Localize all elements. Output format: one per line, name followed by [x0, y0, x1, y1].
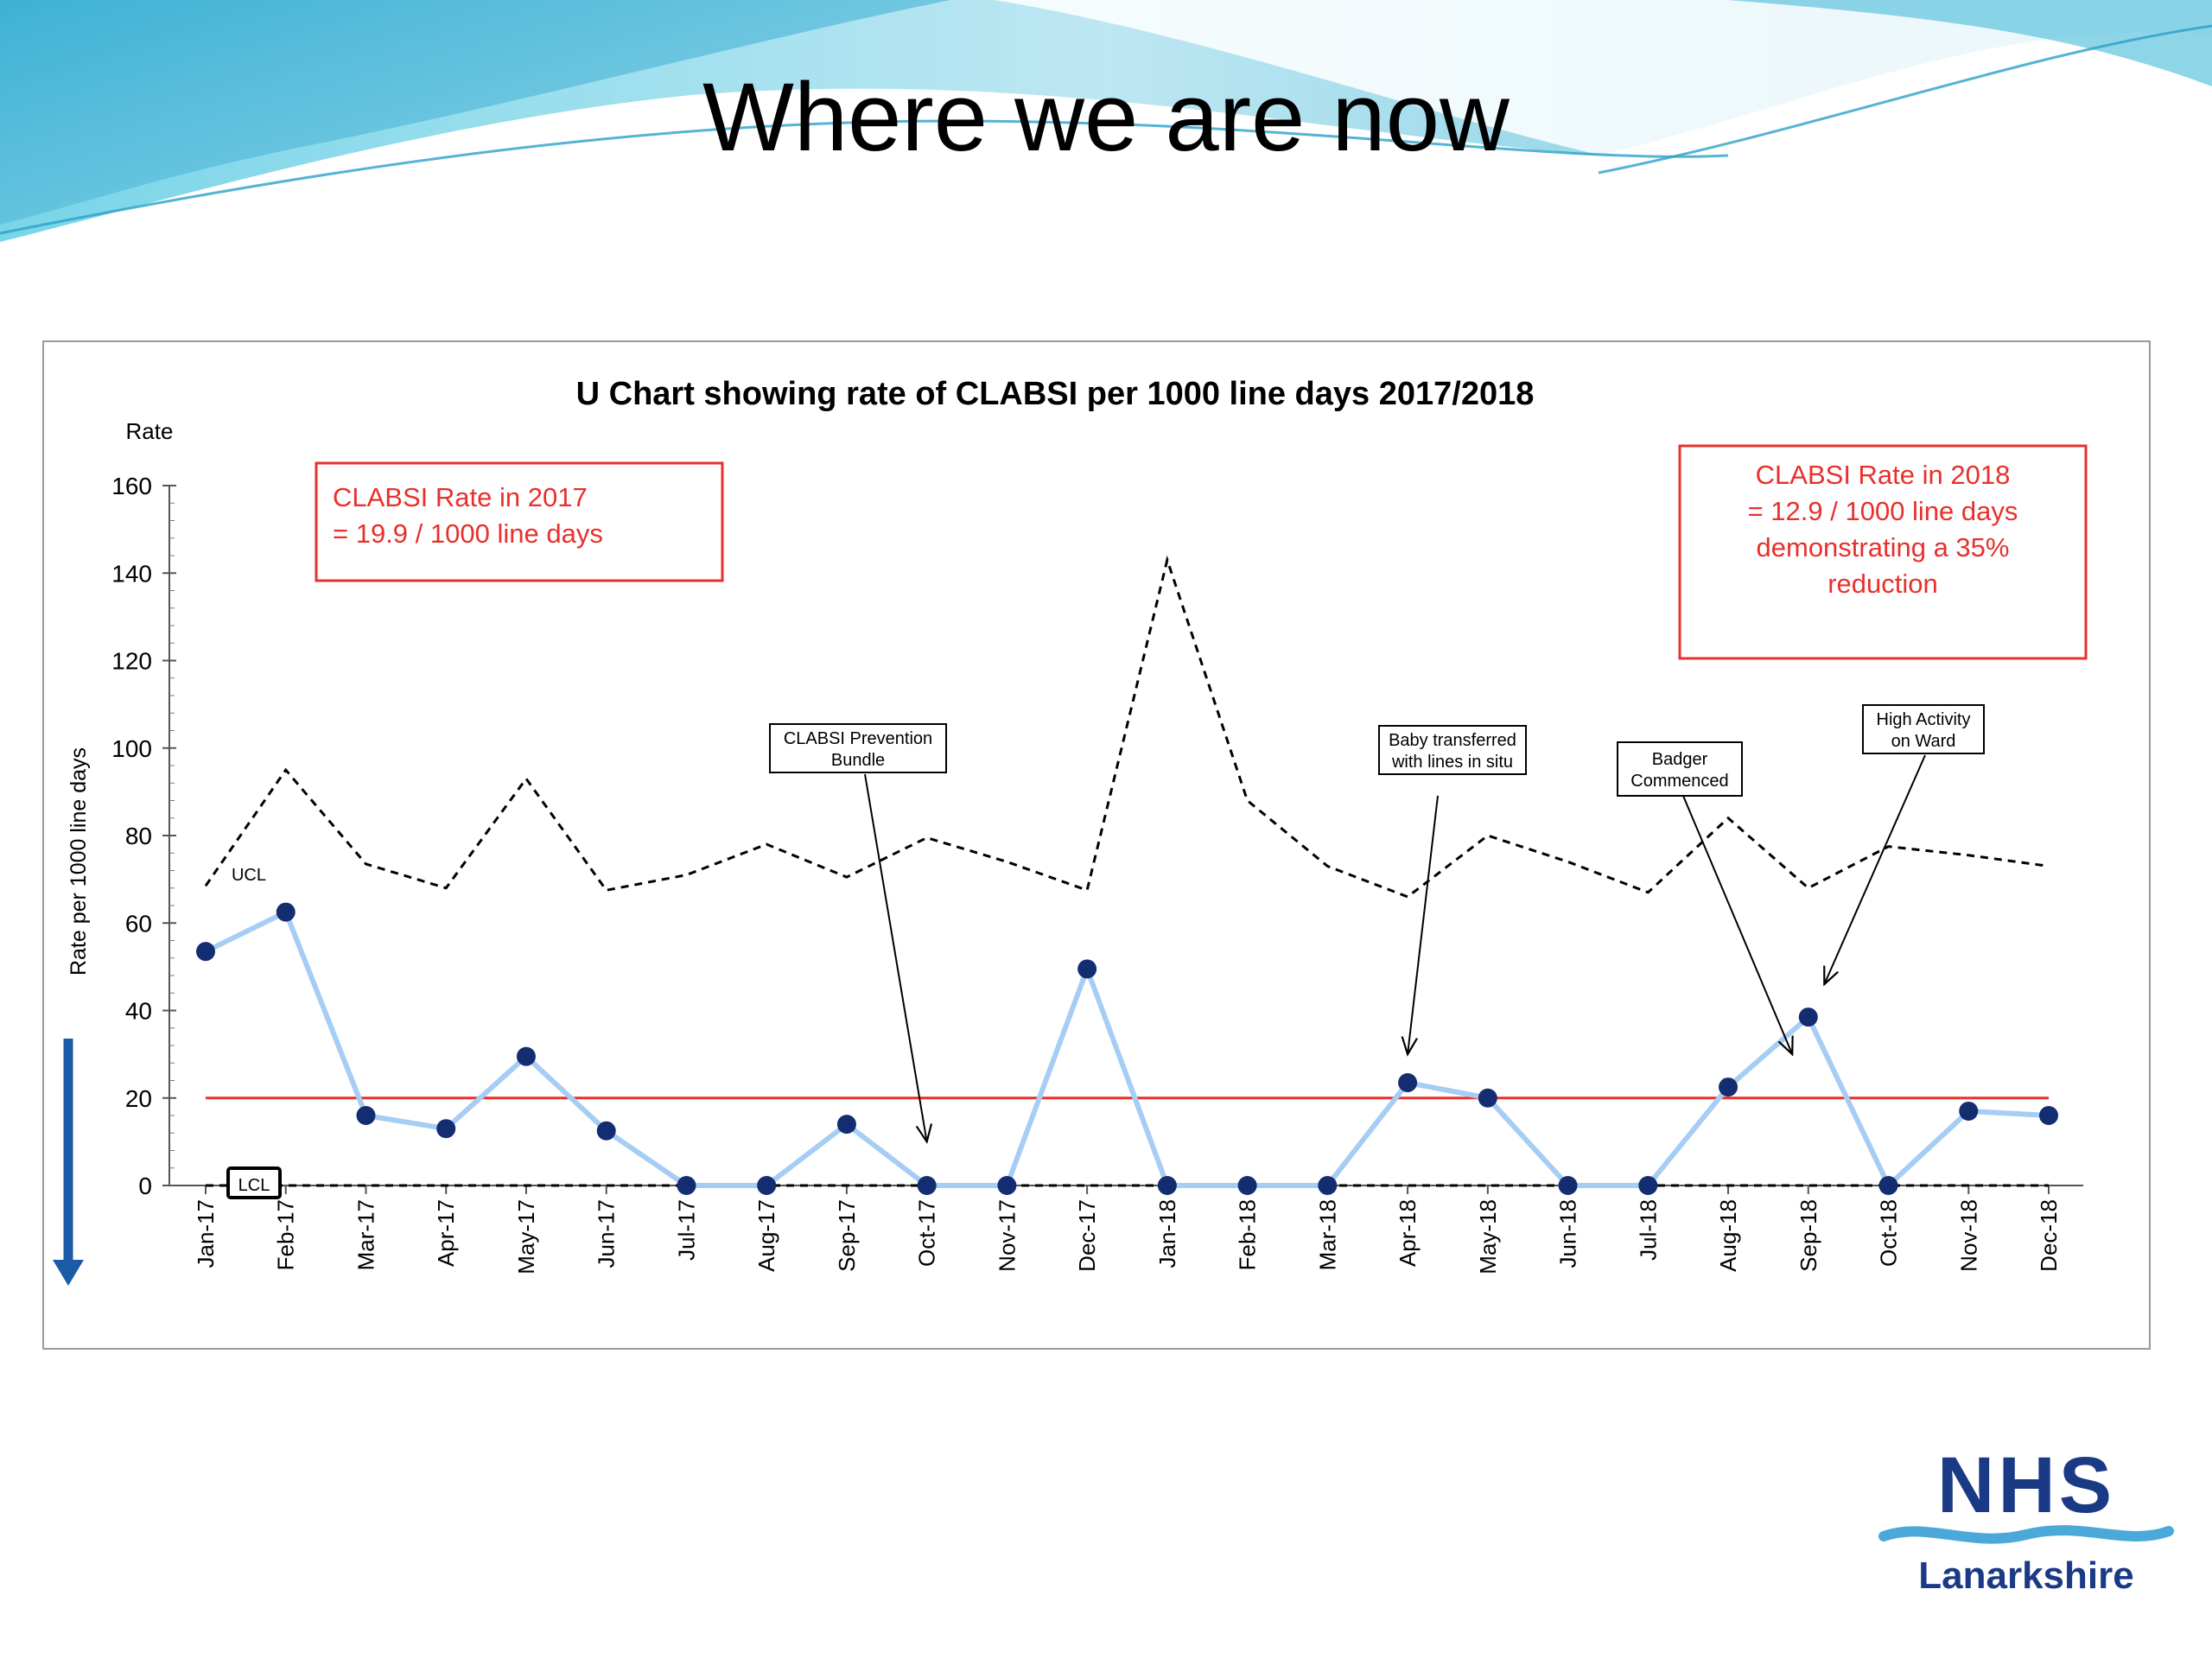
- rate-point: [1478, 1088, 1497, 1108]
- annotation-box: [769, 723, 947, 773]
- y-tick-label: 60: [125, 910, 152, 937]
- chart-title: U Chart showing rate of CLABSI per 1000 …: [576, 376, 1535, 412]
- y-tick-label: 20: [125, 1085, 152, 1112]
- annotation-text: Baby transferred: [1389, 731, 1516, 750]
- annotation-arrow: [1408, 795, 1439, 1054]
- rate-point: [997, 1176, 1017, 1195]
- x-tick-label: Jun-18: [1555, 1199, 1581, 1268]
- x-tick-label: Dec-17: [1074, 1199, 1100, 1272]
- chart-frame: U Chart showing rate of CLABSI per 1000 …: [42, 340, 2151, 1350]
- rate-point: [1719, 1077, 1738, 1097]
- y-tick-label: 80: [125, 823, 152, 849]
- y-tick-label: 0: [138, 1173, 152, 1199]
- annotation-text: High Activity: [1877, 710, 1971, 729]
- x-tick-label: Aug-17: [753, 1199, 779, 1272]
- rate-point: [2039, 1106, 2058, 1125]
- x-tick-label: Jan-18: [1154, 1199, 1180, 1268]
- u-chart: U Chart showing rate of CLABSI per 1000 …: [53, 376, 2088, 1286]
- rate-point: [1878, 1176, 1898, 1195]
- annotation-text: Commenced: [1630, 772, 1728, 791]
- trend-arrow-head: [53, 1260, 84, 1286]
- rate-point: [1959, 1101, 1979, 1121]
- lcl-label-box: [226, 1166, 282, 1199]
- x-tick-label: Mar-18: [1314, 1199, 1340, 1270]
- nhs-lanarkshire-logo: NHS Lanarkshire: [1878, 1441, 2174, 1597]
- annotation-arrow: [1824, 754, 1926, 984]
- info-box: [315, 461, 724, 582]
- rate-point: [1157, 1176, 1177, 1195]
- rate-point: [356, 1106, 376, 1125]
- rate-point: [436, 1119, 456, 1139]
- rate-point: [1077, 959, 1097, 979]
- info-box-text: CLABSI Rate in 2017: [333, 482, 588, 512]
- x-tick-label: Apr-18: [1395, 1199, 1421, 1267]
- logo-lanarkshire-text: Lanarkshire: [1918, 1554, 2133, 1597]
- rate-point: [1638, 1176, 1658, 1195]
- y-tick-label: 120: [111, 648, 152, 675]
- slide-title: Where we are now: [702, 63, 1510, 171]
- info-box-text: demonstrating a 35%: [1757, 532, 2010, 563]
- rate-point: [836, 1115, 856, 1135]
- y-axis-label: Rate per 1000 line days: [67, 747, 91, 976]
- rate-point: [276, 902, 296, 922]
- x-tick-label: Sep-17: [834, 1199, 860, 1272]
- annotation-arrow: [864, 773, 927, 1141]
- info-box-text: = 19.9 / 1000 line days: [333, 518, 603, 549]
- x-tick-label: Nov-17: [994, 1199, 1020, 1272]
- x-tick-label: Sep-18: [1796, 1199, 1821, 1272]
- x-tick-label: Jun-17: [594, 1199, 620, 1268]
- x-tick-label: Feb-18: [1235, 1199, 1261, 1270]
- series-rate-line: [204, 909, 2050, 1188]
- rate-point: [1237, 1176, 1257, 1195]
- x-tick-label: Oct-18: [1876, 1199, 1902, 1267]
- rate-point: [1318, 1176, 1338, 1195]
- x-tick-label: Oct-17: [914, 1199, 940, 1267]
- y-tick-label: 140: [111, 560, 152, 587]
- x-tick-label: Feb-17: [273, 1199, 299, 1270]
- annotation-text: CLABSI Prevention: [784, 729, 932, 748]
- x-tick-label: Apr-17: [433, 1199, 459, 1267]
- annotation-text: Badger: [1652, 750, 1708, 769]
- rate-point: [596, 1121, 616, 1141]
- x-tick-label: Jul-18: [1635, 1199, 1661, 1261]
- ucl-label: UCL: [232, 866, 266, 885]
- x-tick-label: Jan-17: [193, 1199, 219, 1268]
- annotation-text: with lines in situ: [1391, 753, 1513, 772]
- lcl-label: LCL: [238, 1176, 270, 1195]
- series-ucl-line: [204, 555, 2050, 899]
- y-tick-label: 160: [111, 473, 152, 499]
- x-tick-label: Nov-18: [1955, 1199, 1981, 1272]
- rate-point: [917, 1176, 937, 1195]
- annotation-box: [1617, 741, 1743, 797]
- rate-point: [1798, 1007, 1818, 1027]
- info-box-text: = 12.9 / 1000 line days: [1748, 496, 2018, 526]
- x-tick-label: Dec-18: [2036, 1199, 2062, 1272]
- annotation-arrow: [1682, 795, 1792, 1054]
- info-box-text: CLABSI Rate in 2018: [1756, 460, 2011, 490]
- y-axis-top-label: Rate: [126, 418, 174, 444]
- x-tick-label: Jul-17: [673, 1199, 699, 1261]
- x-tick-label: May-17: [513, 1199, 539, 1274]
- rate-point: [196, 942, 215, 962]
- y-tick-label: 100: [111, 735, 152, 762]
- annotation-text: on Ward: [1891, 732, 1956, 751]
- info-box: [1678, 444, 2088, 660]
- rate-point: [1398, 1073, 1418, 1093]
- x-tick-label: Aug-18: [1715, 1199, 1741, 1272]
- annotation-box: [1862, 704, 1985, 754]
- annotation-text: Bundle: [831, 751, 885, 770]
- x-tick-label: May-18: [1475, 1199, 1501, 1274]
- annotation-box: [1378, 725, 1527, 775]
- rate-point: [757, 1176, 777, 1195]
- logo-nhs-text: NHS: [1937, 1441, 2115, 1529]
- rate-point: [516, 1046, 536, 1066]
- y-tick-label: 40: [125, 998, 152, 1025]
- rate-point: [677, 1176, 696, 1195]
- info-box-text: reduction: [1827, 569, 1938, 599]
- x-tick-label: Mar-17: [353, 1199, 378, 1270]
- rate-point: [1558, 1176, 1578, 1195]
- header-swoosh: [0, 0, 2212, 242]
